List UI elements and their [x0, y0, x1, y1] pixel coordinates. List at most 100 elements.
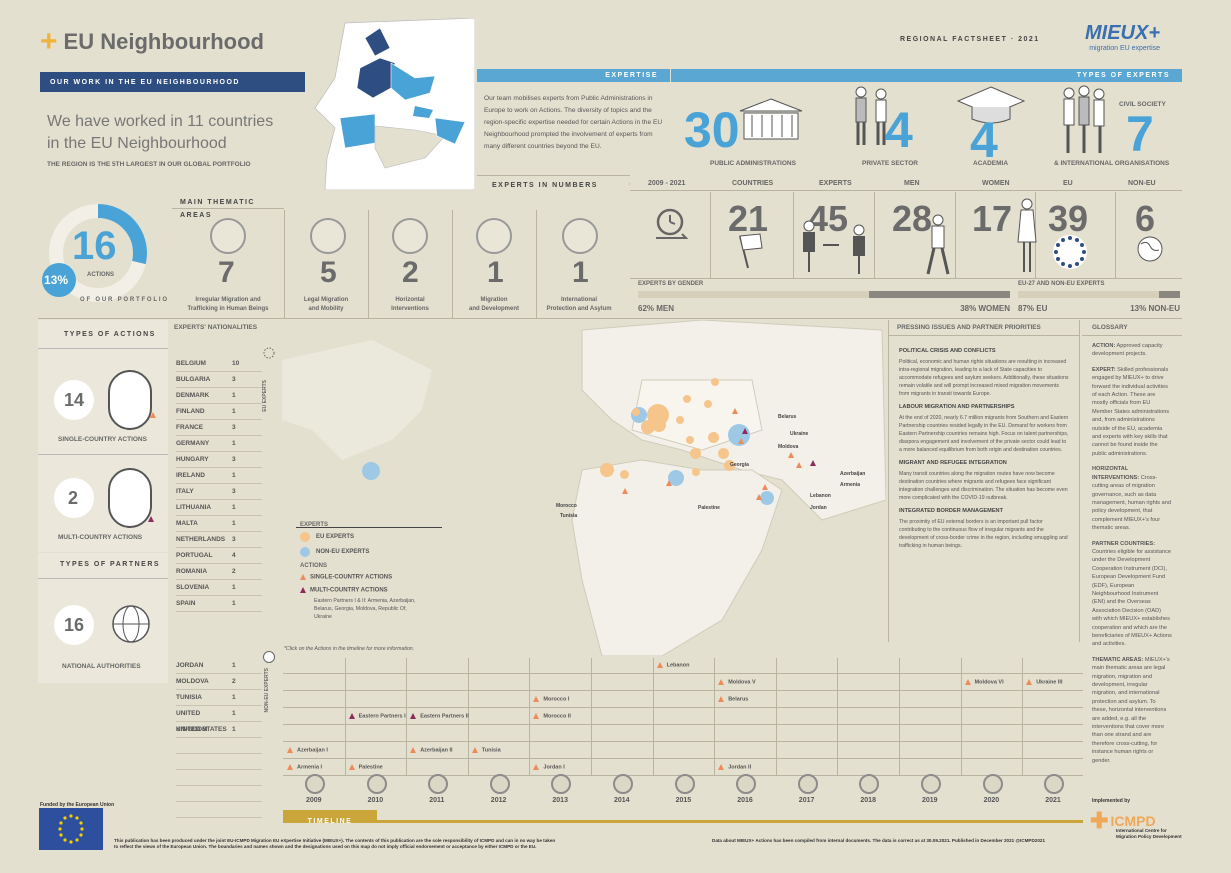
timeline-action[interactable]: Palestine — [348, 764, 383, 770]
partners-count-circle — [54, 605, 94, 645]
hand-open-icon — [108, 468, 152, 528]
pressing-h2: LABOUR MIGRATION AND PARTNERSHIPS — [899, 404, 1015, 410]
timeline-year-node[interactable] — [921, 774, 941, 794]
timeline-action-label: Moldova V — [728, 679, 756, 686]
timeline-action-label: Azerbaijan I — [297, 747, 328, 754]
timeline-year-node[interactable] — [366, 774, 387, 794]
map-label-ukraine: Ukraine — [790, 431, 809, 437]
civil-label: & INTERNATIONAL ORGANISATIONS — [1054, 160, 1170, 167]
noneu-dot-jordan — [760, 491, 774, 505]
timeline-action[interactable]: Eastern Partners I — [348, 713, 406, 720]
people-group-icon — [1063, 85, 1105, 153]
gender-block: EXPERTS BY GENDER 62% MEN 38% WOMEN — [630, 278, 1016, 318]
academia-count: 4 — [970, 112, 998, 168]
icmpd-cross-icon: ✚ — [1090, 808, 1109, 833]
noneu-count: 1 — [232, 726, 236, 733]
countries-value: 21 — [728, 198, 769, 239]
eu-row: SPAIN 1 — [176, 596, 262, 612]
timeline-action[interactable]: Eastern Partners II — [410, 713, 469, 719]
timeline-action[interactable]: Azerbaijan II — [410, 747, 453, 753]
gloss-partner-term: PARTNER COUNTRIES: — [1092, 540, 1155, 547]
timeline-action-label: Eastern Partners I — [358, 713, 406, 720]
eu-row: MALTA 1 — [176, 516, 262, 532]
gloss-action-def: Approved capacity development projects. — [1092, 343, 1163, 358]
flag-hand-icon — [739, 233, 763, 269]
map-label-palestine: Palestine — [698, 505, 720, 511]
timeline-action[interactable]: Belarus — [718, 696, 748, 702]
thematic-4-count: 1 — [487, 256, 504, 289]
timeline-action[interactable]: Jordan II — [718, 764, 751, 770]
eu-split-bar — [1018, 291, 1180, 298]
intro-sub-b: 5TH — [112, 161, 125, 168]
region-map — [305, 18, 475, 190]
map-label-armenia: Armenia — [840, 482, 861, 488]
eu-row: NETHERLANDS 3 — [176, 532, 262, 548]
map-triangle-lebanon — [762, 484, 768, 490]
timeline-action[interactable]: Azerbaijan I — [287, 747, 328, 753]
academia-label: ACADEMIA — [973, 160, 1009, 167]
legend-actions: ACTIONS — [300, 563, 327, 569]
eu-split-block: EU-27 AND NON-EU EXPERTS 87% EU 13% NON-… — [1016, 278, 1182, 318]
numbers-row: 21 45 28 17 39 6 — [630, 192, 1182, 278]
map-label-georgia: Georgia — [730, 462, 749, 468]
timeline-action[interactable]: Morocco II — [533, 713, 571, 719]
timeline-year-node[interactable] — [305, 774, 325, 794]
timeline-year-node[interactable] — [428, 774, 449, 794]
timeline-year-node[interactable] — [613, 774, 633, 794]
gloss-horizontal: HORIZONTAL INTERVENTIONS: Cross-cutting … — [1092, 465, 1172, 532]
map-label-moldova: Moldova — [778, 444, 799, 450]
pressing-h4: INTEGRATED BORDER MANAGEMENT — [899, 508, 1004, 514]
pressing-p1: Political, economic and human rights sit… — [899, 359, 1069, 397]
map-triangle-tunisia — [666, 480, 672, 486]
timeline-action[interactable]: Tunisia — [471, 747, 501, 753]
noneu-row: MOLDOVA 2 — [176, 674, 262, 690]
single-action-icon — [718, 696, 725, 702]
timeline-year-node[interactable] — [797, 774, 818, 794]
single-count-circle — [54, 380, 94, 420]
eu-count: 1 — [232, 408, 236, 415]
timeline-action[interactable]: Moldova V — [718, 679, 756, 685]
timeline-year-node[interactable] — [859, 774, 880, 794]
women-value: 17 — [972, 198, 1013, 239]
timeline-action-label: Jordan II — [728, 764, 752, 771]
noneu-country: JORDAN — [176, 662, 204, 669]
noneu-row: TUNISIA 1 — [176, 690, 262, 706]
timeline-year-node[interactable] — [736, 774, 757, 794]
timeline-action[interactable]: Moldova VI — [964, 679, 1004, 686]
work-bar: OUR WORK IN THE EU NEIGHBOURHOOD — [40, 72, 305, 92]
types-partners-header: TYPES OF PARTNERS — [60, 561, 161, 568]
timeline-action[interactable]: Ukraine III — [1026, 679, 1062, 685]
timeline-year-node[interactable] — [674, 774, 695, 794]
eu-dot-france — [641, 420, 655, 434]
portfolio-curve-text: OF OUR PORTFOLIO — [80, 297, 169, 303]
public-label: PUBLIC ADMINISTRATIONS — [710, 160, 796, 167]
expert-type-public: 30 PUBLIC ADMINISTRATIONS — [680, 85, 810, 173]
timeline-year-node[interactable] — [982, 774, 1003, 794]
thematic-header: MAIN THEMATIC AREAS — [172, 196, 284, 219]
icmpd-fullname: International Centre for Migration Polic… — [1116, 828, 1182, 840]
legend-multi-icon — [300, 586, 306, 593]
eu-dot-malta — [692, 468, 700, 476]
timeline-year-node[interactable] — [551, 774, 572, 794]
gender-men-fill — [638, 291, 869, 298]
timeline-action[interactable]: Jordan I — [533, 764, 565, 770]
timeline-action-label: Moldova VI — [974, 679, 1004, 686]
noneu-count: 1 — [232, 710, 236, 717]
thematic-4-label: Migration and Development — [452, 296, 536, 314]
eu-country: SLOVENIA — [176, 584, 210, 591]
timeline-year-node[interactable] — [1044, 774, 1065, 794]
eu-dot-germany — [676, 416, 684, 424]
eu-count: 1 — [232, 584, 236, 591]
timeline-action[interactable]: Morocco I — [533, 696, 569, 702]
timeline-action-label: Armenia I — [297, 764, 323, 771]
eu-country: IRELAND — [176, 472, 205, 479]
nationalities-header: EXPERTS' NATIONALITIES — [174, 324, 258, 331]
timeline-action[interactable]: Lebanon — [656, 662, 690, 668]
expertise-title: EXPERTISE — [605, 72, 658, 79]
pressing-p4: The proximity of EU external borders is … — [899, 519, 1068, 549]
timeline: 2009 2010 2011 2012 2013 2014 2015 2016 2017 2018… — [283, 658, 1083, 808]
eu-row: HUNGARY 3 — [176, 452, 262, 468]
experts-in-numbers-header: EXPERTS IN NUMBERS ⟶ — [492, 178, 645, 192]
timeline-year-node[interactable] — [489, 774, 510, 794]
timeline-action[interactable]: Armenia I — [287, 764, 322, 770]
